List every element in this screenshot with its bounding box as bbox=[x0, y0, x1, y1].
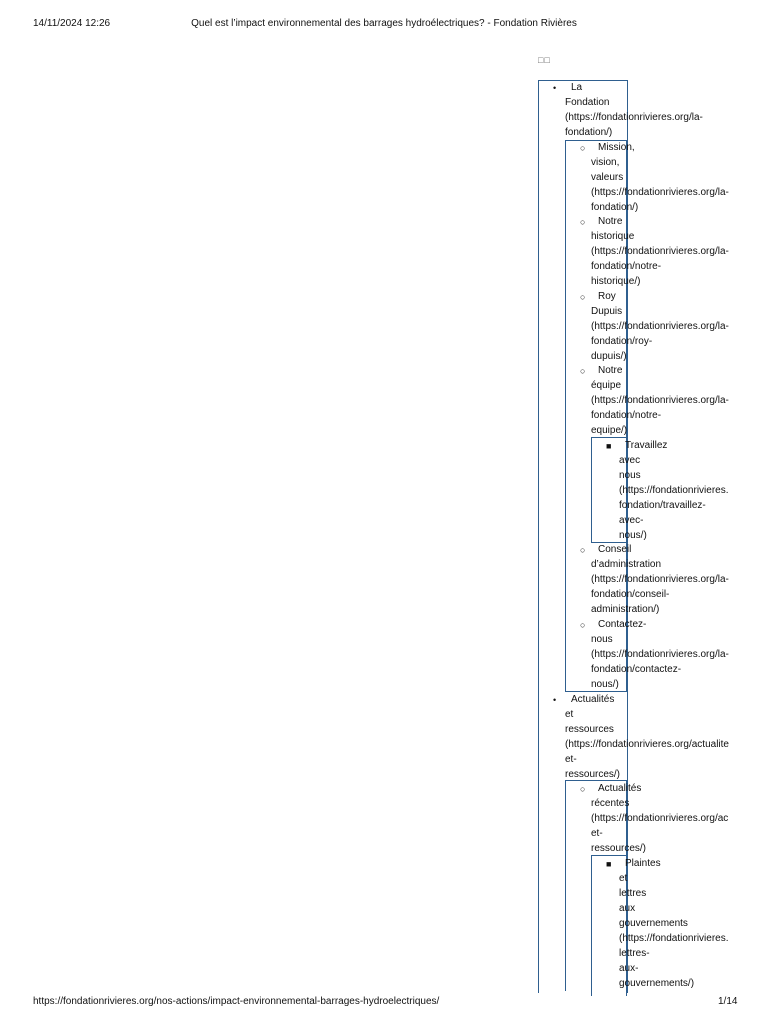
submenu-equipe-frame bbox=[591, 437, 627, 543]
menu-item-historique[interactable]: Notre historique (https://fondationrivie… bbox=[591, 216, 729, 287]
menu-item-roy-dupuis[interactable]: Roy Dupuis (https://fondationrivieres.or… bbox=[591, 291, 729, 362]
circle-bullet-icon: ○ bbox=[580, 545, 586, 555]
footer-url: https://fondationrivieres.org/nos-action… bbox=[33, 996, 440, 1007]
menu-item-conseil[interactable]: Conseil d’administration (https://fondat… bbox=[591, 544, 729, 615]
menu-item-notre-equipe[interactable]: Notre équipe (https://fondationrivieres.… bbox=[591, 365, 729, 436]
circle-bullet-icon: ○ bbox=[580, 784, 586, 794]
menu-item-actualites[interactable]: Actualités et ressources (https://fondat… bbox=[565, 694, 729, 780]
print-datetime: 14/11/2024 12:26 bbox=[33, 18, 111, 29]
circle-bullet-icon: ○ bbox=[580, 620, 586, 630]
menu-item-contactez-nous[interactable]: Contactez- nous (https://fondationrivier… bbox=[591, 619, 729, 690]
circle-bullet-icon: ○ bbox=[580, 292, 586, 302]
square-bullet-icon: ■ bbox=[606, 441, 612, 451]
menu-item-mission[interactable]: Mission, vision, valeurs (https://fondat… bbox=[591, 142, 729, 213]
square-bullet-icon: ■ bbox=[606, 859, 612, 869]
missing-glyph-icons: □□ bbox=[538, 55, 551, 65]
disc-bullet-icon: • bbox=[553, 695, 557, 705]
menu-item-actualites-recentes[interactable]: Actualités récentes (https://fondationri… bbox=[591, 783, 729, 854]
submenu-la-fondation-frame bbox=[565, 140, 627, 692]
page-number: 1/14 bbox=[718, 996, 738, 1007]
circle-bullet-icon: ○ bbox=[580, 217, 586, 227]
menu-item-la-fondation[interactable]: La Fondation (https://fondationrivieres.… bbox=[565, 82, 703, 138]
disc-bullet-icon: • bbox=[553, 83, 557, 93]
circle-bullet-icon: ○ bbox=[580, 366, 586, 376]
menu-item-plaintes[interactable]: Plaintes et lettres aux gouvernements (h… bbox=[619, 858, 729, 989]
submenu-actualites-recentes-frame bbox=[591, 855, 627, 996]
main-menu-frame bbox=[538, 80, 628, 993]
page-title: Quel est l’impact environnemental des ba… bbox=[191, 18, 577, 29]
circle-bullet-icon: ○ bbox=[580, 143, 586, 153]
menu-item-travaillez-avec-nous[interactable]: Travaillez avec nous (https://fondationr… bbox=[619, 440, 729, 541]
